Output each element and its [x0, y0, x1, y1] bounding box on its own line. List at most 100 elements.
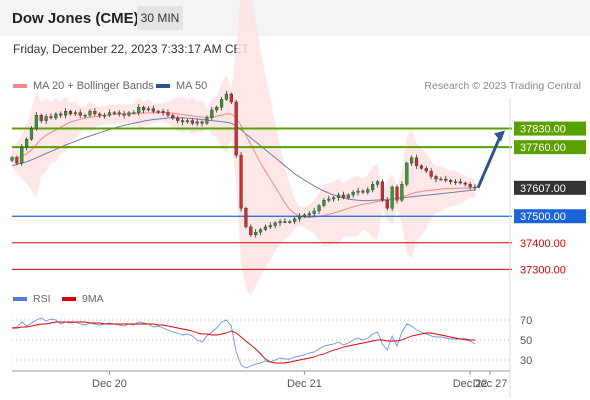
candle-body: [39, 115, 43, 121]
legend-ma50: MA 50: [156, 80, 207, 92]
candle-body: [375, 181, 380, 185]
candle-body: [117, 112, 121, 115]
candle-body: [132, 112, 136, 114]
candle-body: [10, 157, 14, 161]
interval-button[interactable]: 30 MIN: [137, 6, 183, 30]
candle-body: [190, 120, 194, 124]
candle-body: [156, 111, 160, 113]
candle-body: [171, 115, 175, 119]
level-label-2: 37607.00: [520, 183, 566, 195]
candle-body: [273, 222, 277, 226]
candle-body: [195, 121, 199, 124]
legend-swatch: [62, 297, 76, 302]
candle-body: [54, 113, 58, 119]
candle-body: [185, 120, 190, 123]
candle-body: [473, 186, 477, 189]
candle-body: [410, 157, 414, 164]
candle-body: [137, 107, 141, 113]
candle-body: [419, 165, 423, 169]
legend-label: MA 50: [176, 80, 208, 92]
candle-body: [312, 210, 316, 214]
candle-body: [302, 214, 307, 217]
level-label-box-0: [514, 121, 586, 136]
candle-body: [453, 181, 458, 183]
candle-body: [176, 117, 180, 121]
candle-body: [414, 157, 419, 166]
candle-body: [424, 168, 428, 172]
candle-body: [112, 112, 116, 114]
candle-body: [20, 146, 24, 164]
candle-body: [336, 194, 341, 198]
rsi-tick-label-0: 30: [520, 355, 532, 367]
candle-body: [249, 226, 253, 236]
level-label-3: 37500.00: [520, 211, 566, 223]
level-label-box-1: [514, 140, 586, 155]
candle-body: [88, 111, 92, 116]
candle-body: [258, 229, 263, 233]
candle-body: [161, 111, 165, 113]
level-label-1: 37760.00: [520, 142, 566, 154]
candle-body: [385, 200, 389, 209]
candle-body: [200, 121, 204, 124]
candle-body: [93, 111, 97, 115]
candle-body: [439, 178, 443, 181]
candle-body: [219, 99, 224, 108]
candle-body: [293, 218, 297, 222]
candle-body: [15, 157, 19, 164]
rsi-9ma-line: [12, 321, 475, 364]
candle-body: [234, 101, 238, 156]
candle-body: [458, 181, 462, 184]
candle-body: [405, 162, 409, 185]
candle-body: [463, 182, 467, 185]
candle-body: [346, 194, 350, 198]
x-tick-label-1: Dec 21: [287, 378, 322, 390]
candle-body: [322, 200, 326, 206]
candle-body: [263, 226, 268, 230]
rsi-line: [11, 317, 476, 369]
candle-body: [25, 138, 29, 148]
candle-body: [59, 113, 63, 116]
candle-body: [127, 112, 131, 116]
candle-body: [180, 120, 185, 123]
candle-body: [268, 225, 272, 228]
candle-body: [98, 113, 102, 116]
legend-9ma: 9MA: [62, 293, 104, 305]
instrument-title: Dow Jones (CME): [12, 10, 139, 27]
rsi-tick-label-2: 70: [520, 315, 532, 327]
candle-body: [341, 194, 346, 198]
candle-body: [307, 213, 311, 216]
candle-body: [229, 93, 233, 103]
candle-body: [68, 111, 73, 115]
candle-body: [317, 205, 321, 212]
candle-body: [332, 197, 336, 200]
candle-body: [327, 198, 331, 201]
candle-body: [390, 186, 394, 209]
candle-body: [297, 216, 302, 220]
legend-label: MA 20 + Bollinger Bands: [33, 80, 154, 92]
candle-body: [380, 181, 384, 201]
timestamp: Friday, December 22, 2023 7:33:17 AM CET: [13, 42, 249, 56]
legend-rsi: RSI: [13, 293, 51, 305]
level-label-4: 37400.00: [520, 238, 566, 250]
x-tick-label-3: Dec 27: [473, 378, 508, 390]
candle-body: [239, 154, 243, 209]
candle-body: [278, 221, 282, 224]
candle-body: [366, 189, 370, 193]
candle-body: [102, 115, 107, 117]
level-label-0: 37830.00: [520, 124, 566, 136]
header-bar: Dow Jones (CME) 30 MIN: [0, 0, 590, 36]
legend-ma20: MA 20 + Bollinger Bands: [13, 80, 154, 92]
candle-body: [224, 93, 229, 100]
candle-body: [395, 186, 399, 201]
candle-body: [400, 184, 404, 201]
candle-body: [205, 117, 209, 124]
legend-swatch: [13, 84, 27, 89]
legend-swatch: [13, 297, 27, 302]
legend-label: RSI: [33, 293, 51, 305]
candle-body: [434, 176, 438, 180]
candle-body: [283, 221, 287, 223]
candle-body: [44, 116, 48, 121]
x-tick-label-0: Dec 20: [92, 378, 127, 390]
candle-body: [151, 108, 155, 112]
